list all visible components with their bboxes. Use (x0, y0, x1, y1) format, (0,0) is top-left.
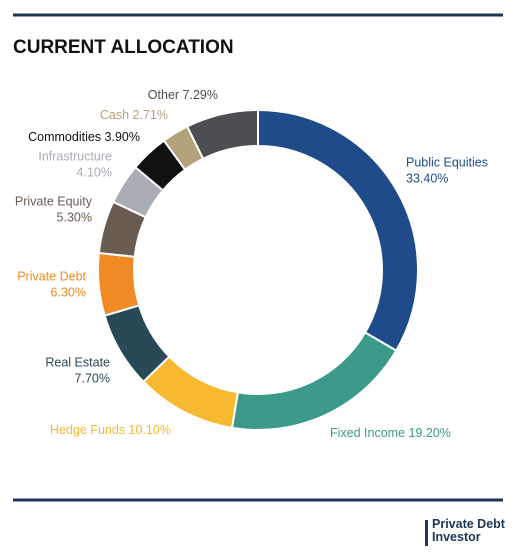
slice-label-group: Commodities 3.90% (28, 130, 140, 144)
slice-label-group: Fixed Income 19.20% (330, 426, 451, 440)
slice (230, 331, 398, 431)
value-label: 10.10% (129, 423, 171, 437)
chart-title: CURRENT ALLOCATION (13, 37, 234, 58)
logo: Private Debt Investor (432, 518, 505, 544)
logo-box: Private Debt Investor (432, 518, 505, 544)
slice-label: Fixed Income (330, 426, 405, 440)
slice (97, 251, 141, 317)
slice-label-group: Cash 2.71% (100, 108, 168, 122)
value-label: 6.30% (51, 285, 86, 299)
slice (257, 108, 419, 352)
slice-label: Other (148, 88, 179, 102)
value-label: 7.70% (75, 371, 110, 385)
value-label: 7.29% (183, 88, 218, 102)
slice-label: Commodities (28, 130, 101, 144)
value-label: 19.20% (409, 426, 451, 440)
slice-label: Real Estate (45, 355, 110, 369)
slice-label: Public Equities (406, 155, 488, 169)
slice-label-group: Other 7.29% (148, 88, 218, 102)
slice-label: Private Debt (17, 269, 86, 283)
slice-label: Hedge Funds (50, 423, 125, 437)
logo-bar (425, 520, 428, 546)
value-label: 4.10% (77, 165, 112, 179)
slice-label: Private Equity (15, 194, 93, 208)
slice (185, 108, 259, 161)
value-label: 33.40% (406, 171, 448, 185)
slice-label-group: Hedge Funds 10.10% (50, 423, 171, 437)
slice-label: Cash (100, 108, 129, 122)
slice-label: Infrastructure (38, 149, 112, 163)
value-label: 2.71% (133, 108, 168, 122)
value-label: 3.90% (105, 130, 140, 144)
value-label: 5.30% (57, 210, 92, 224)
